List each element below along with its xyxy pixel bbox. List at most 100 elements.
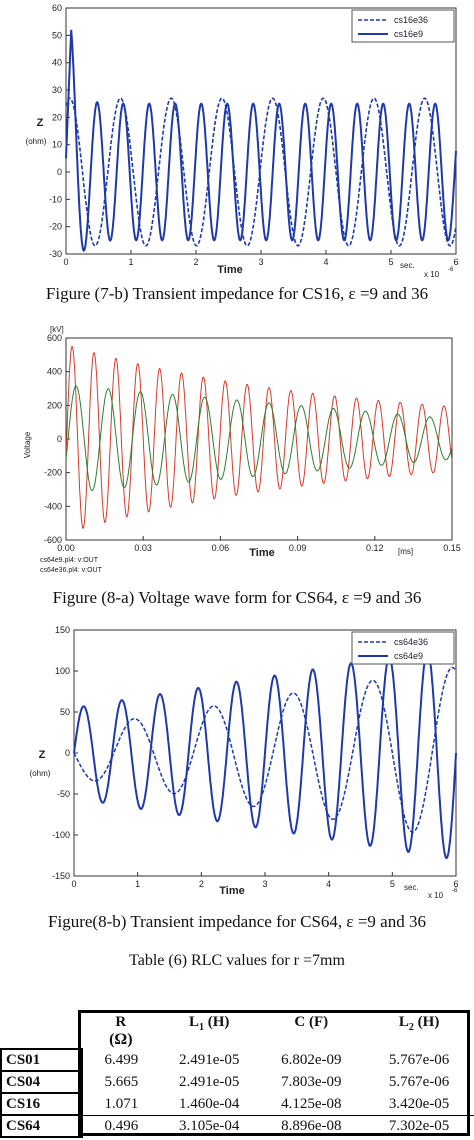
- cell-r: 0.496: [104, 1118, 139, 1135]
- chart2-xtick-label: 0.00: [57, 543, 75, 553]
- chart1-ytick-label: -30: [49, 249, 62, 259]
- figure-7b-plot: 0 1 2 3 4 5 6 60 50 40 30 20 10 0 -10 -20 -30 cs16e36 cs16…: [0, 0, 474, 282]
- legend-label-cs16e9: cs16e9: [394, 29, 423, 39]
- figure-8b-plot: 0 1 2 3 4 5 6 150 100 50 0 -50 -100 -150 cs64e36 cs64e9…: [0, 622, 474, 902]
- legend-label-cs64e9-pl4: cs64e9.pl4: v:OUT: [40, 557, 99, 564]
- chart2-ytick-label: 200: [47, 400, 62, 410]
- cell-l1: 2.491e-05: [179, 1052, 240, 1068]
- chart3-xtick-label: 0: [71, 879, 76, 889]
- cell-r: 1.071: [104, 1095, 139, 1112]
- chart1-xexp-power: -6: [448, 267, 454, 273]
- table-row: CS01 6.499 2.491e-05 6.802e-09 5.767e-06: [0, 1048, 474, 1072]
- chart3-xexp: x 10: [428, 891, 444, 900]
- cell-l2: 5.767e-06: [388, 1074, 450, 1090]
- chart2-ytick-label: 400: [47, 367, 62, 377]
- chart3-xlabel: Time: [219, 885, 244, 897]
- chart1-ytick-label: -20: [49, 222, 62, 232]
- cell-l1: 2.491e-05: [179, 1074, 240, 1090]
- chart3-xexp-power: -6: [452, 888, 458, 894]
- table-row: CS04 5.665 2.491e-05 7.803e-09 5.767e-06: [0, 1070, 474, 1094]
- header-r-label: R: [115, 1014, 127, 1030]
- chart1-ytick-label: 20: [52, 112, 62, 122]
- table-row: CS64 0.496 3.105e-04 8.896e-08 7.302e-05: [0, 1114, 474, 1138]
- chart3-legend: cs64e36 cs64e9: [351, 631, 455, 665]
- chart2-yunit: [kV]: [50, 325, 64, 334]
- table-body: CS01 6.499 2.491e-05 6.802e-09 5.767e-06 CS04…: [0, 1048, 474, 1138]
- chart3-xtick-label: 4: [326, 879, 331, 889]
- chart1-legend-box: [351, 9, 455, 43]
- chart3-ytick-label: 150: [55, 625, 70, 635]
- chart1-legend: cs16e36 cs16e9: [351, 9, 455, 43]
- chart2-ytick-label: -400: [44, 501, 62, 511]
- chart1-xtick-label: 5: [388, 257, 393, 267]
- chart2-ytick-label: -600: [44, 535, 62, 545]
- header-r-unit: (Ω): [109, 1031, 133, 1048]
- chart-cs64-impedance: 0 1 2 3 4 5 6 150 100 50 0 -50 -100 -150 cs64e36 cs64e9…: [30, 625, 459, 900]
- row-name: CS16: [0, 1092, 83, 1116]
- header-l1: L1 (H): [188, 1014, 230, 1033]
- chart1-ylabel: Z: [37, 117, 44, 129]
- chart1-ytick-label: 10: [52, 140, 62, 150]
- cell-c: 6.802e-09: [281, 1052, 342, 1068]
- chart1-ytick-label: 50: [52, 30, 62, 40]
- table-header-row: R (Ω) L1 (H) C (F) L2 (H): [1, 1010, 474, 1049]
- chart3-legend-box: [351, 631, 455, 665]
- cell-c: 7.803e-09: [281, 1074, 342, 1090]
- chart1-ytick-label: 30: [52, 85, 62, 95]
- series-cs16e9: [65, 29, 457, 252]
- chart3-ytick-label: 0: [65, 748, 70, 758]
- row-name: CS01: [0, 1048, 83, 1072]
- chart2-ytick-label: 600: [47, 333, 62, 343]
- cell-l2: 3.420e-05: [388, 1095, 450, 1112]
- chart3-yunit: (ohm): [30, 769, 51, 778]
- chart1-xtick-label: 4: [323, 257, 328, 267]
- chart2-xtick-label: 0.15: [443, 543, 461, 553]
- legend-label-cs64e36: cs64e36: [394, 637, 428, 647]
- chart2-ytick-label: -200: [44, 468, 62, 478]
- row-name: CS64: [0, 1114, 83, 1138]
- chart1-xtick-label: 6: [453, 257, 458, 267]
- chart1-xtick-label: 2: [193, 257, 198, 267]
- chart1-yunit: (ohm): [26, 137, 47, 146]
- cell-r: 6.499: [104, 1052, 139, 1068]
- cell-l1: 1.460e-04: [179, 1095, 240, 1112]
- chart2-ylabel: Voltage: [23, 431, 32, 458]
- chart2-xlabel: Time: [249, 547, 274, 559]
- chart3-ylabel: Z: [39, 749, 46, 761]
- chart-cs16-impedance: 0 1 2 3 4 5 66050403020100-10-20-30cs16e36cs16…: [26, 3, 459, 279]
- chart3-xtick-label: 1: [135, 879, 140, 889]
- chart-cs64-voltage: 0.00 0.03 0.06 0.09 0.12 0.15 600 400 200 0 -200 -4…: [23, 325, 461, 574]
- cell-r: 5.665: [104, 1074, 139, 1090]
- chart1-xunit: sec.: [400, 261, 415, 270]
- cell-l2: 5.767e-06: [388, 1052, 450, 1068]
- chart2-xtick-label: 0.06: [212, 543, 230, 553]
- series-cs64e36-voltage: [65, 345, 453, 529]
- legend-label-cs64e9: cs64e9: [394, 651, 423, 661]
- cell-l1: 3.105e-04: [179, 1118, 240, 1135]
- header-r: R (Ω): [82, 1010, 161, 1049]
- table-corner: [1, 1010, 82, 1049]
- chart3-xtick-label: 6: [453, 879, 458, 889]
- header-l2: L2 (H): [398, 1014, 440, 1033]
- table-row: CS16 1.071 1.460e-04 4.125e-08 3.420e-05: [0, 1092, 474, 1116]
- row-name: CS04: [0, 1070, 83, 1094]
- chart3-xtick-label: 2: [199, 879, 204, 889]
- chart1-ytick-label: 60: [52, 3, 62, 13]
- table-title: Table (6) RLC values for r =7mm: [129, 952, 345, 969]
- legend-label-cs64e36-pl4: cs64e36.pl4: v:OUT: [40, 567, 103, 574]
- series-cs64e36: [73, 666, 457, 833]
- chart1-xtick-label: 0: [63, 257, 68, 267]
- header-c: C (F): [294, 1014, 329, 1030]
- chart1-ytick-label: -10: [49, 194, 62, 204]
- chart3-xtick-label: 3: [262, 879, 267, 889]
- chart1-ytick-label: 0: [57, 167, 62, 177]
- chart2-axes-box: [65, 337, 453, 541]
- series-cs64e9: [73, 649, 457, 859]
- cell-c: 4.125e-08: [281, 1095, 342, 1112]
- chart3-xunit: sec.: [404, 883, 419, 892]
- chart1-xlabel: Time: [217, 264, 242, 276]
- chart3-ytick-label: 50: [60, 707, 70, 717]
- chart2-xtick-label: 0.03: [134, 543, 152, 553]
- legend-label-cs16e36: cs16e36: [394, 15, 428, 25]
- rlc-table: R (Ω) L1 (H) C (F) L2 (H) CS01 6.499 2.491…: [0, 1010, 474, 1138]
